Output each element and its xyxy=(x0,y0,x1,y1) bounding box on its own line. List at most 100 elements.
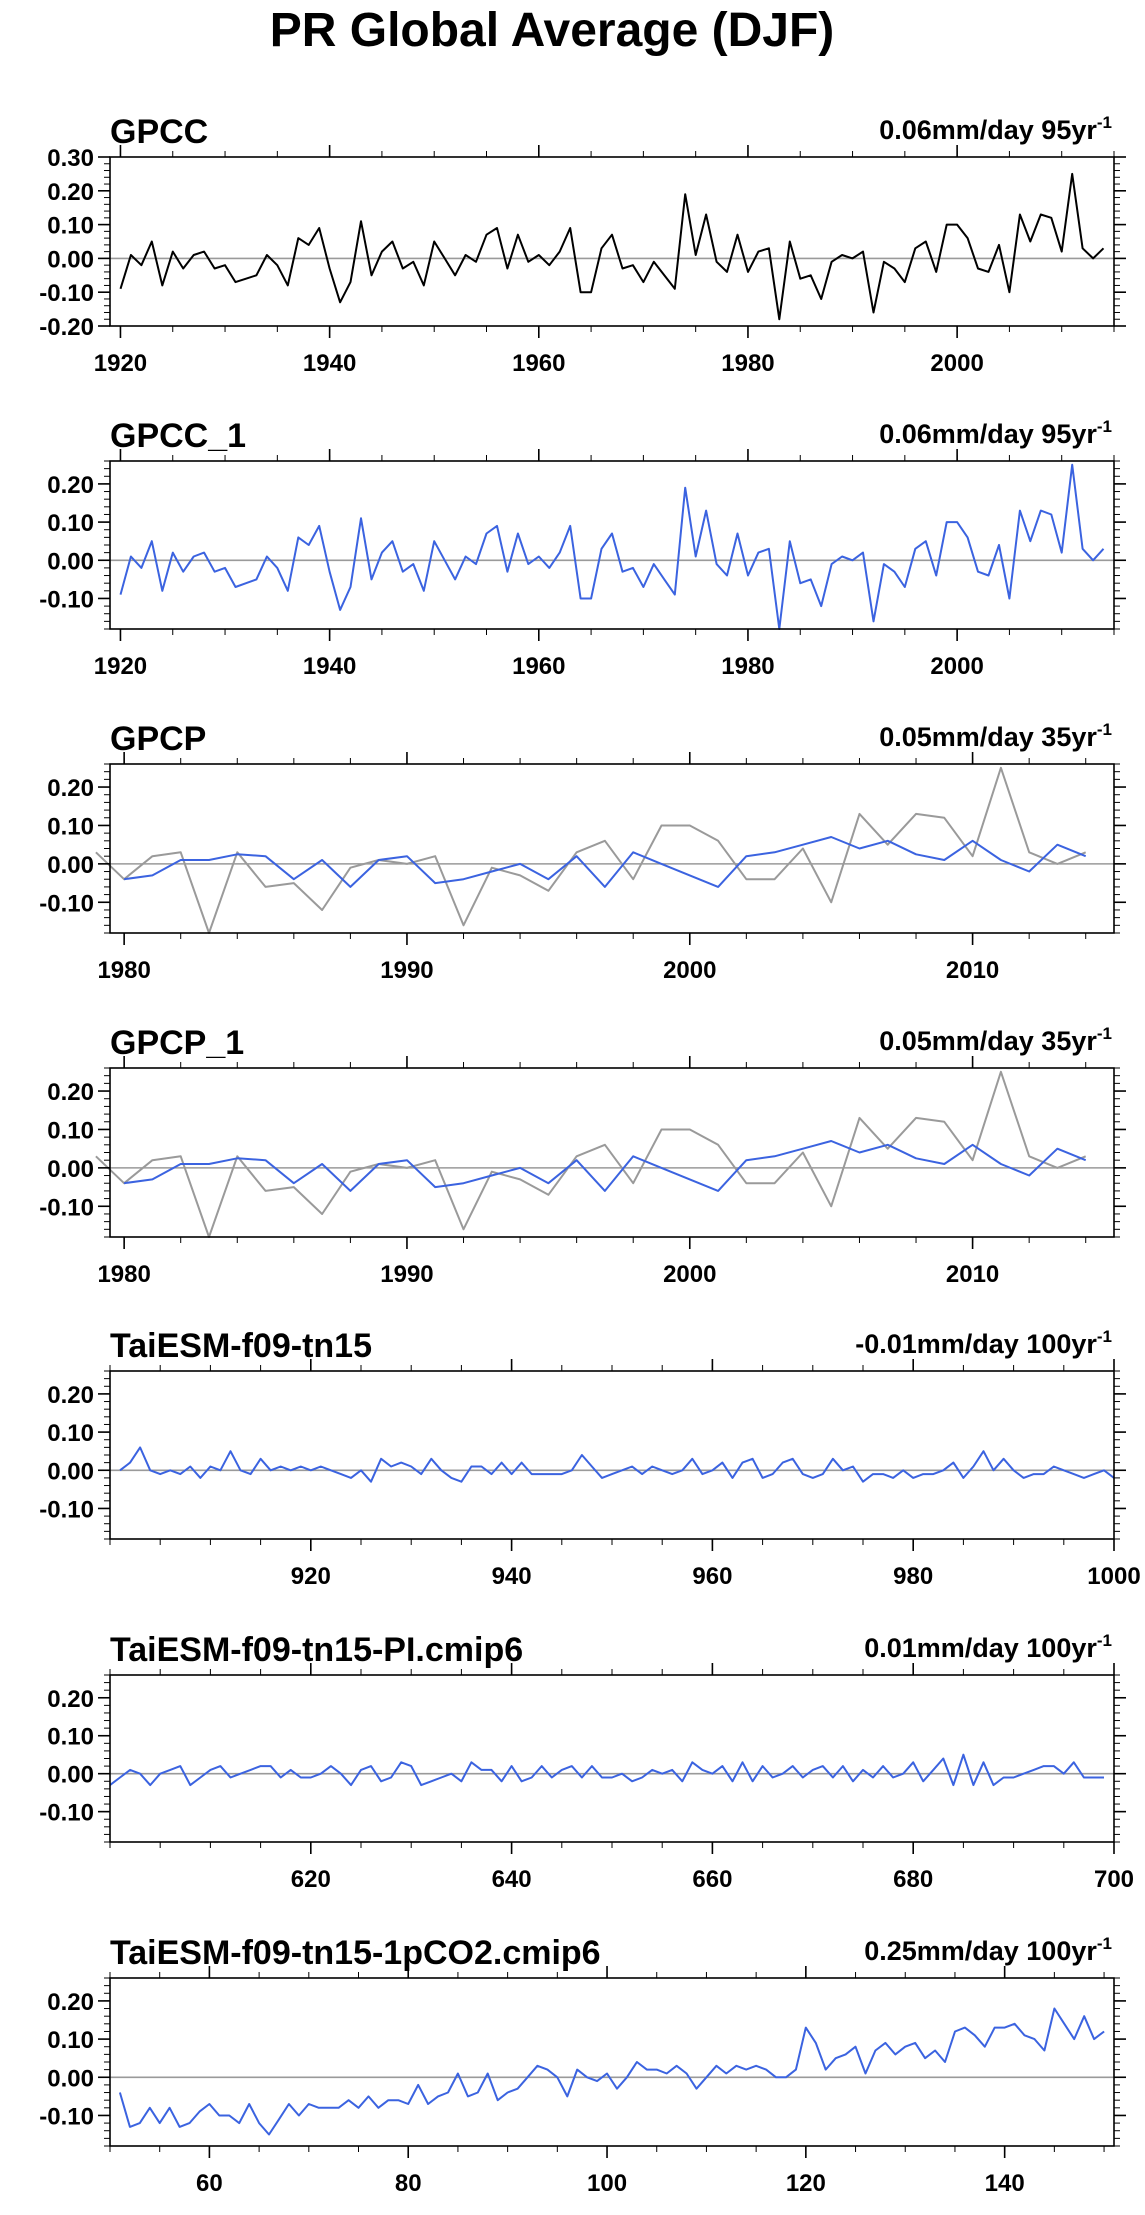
x-tick-label: 1980 xyxy=(97,1261,150,1288)
x-tick-label: 940 xyxy=(492,1563,532,1590)
y-tick-label: 0.20 xyxy=(47,775,94,802)
series-line-blue xyxy=(109,1753,1104,1787)
x-tick-label: 2000 xyxy=(663,957,716,984)
panel-3: GPCP 0.05mm/day 35yr-1 0.20 0.10 0.00 -0.10 19… xyxy=(39,720,1126,984)
x-tick-label: 660 xyxy=(692,1866,732,1893)
x-tick-label: 1920 xyxy=(94,350,147,377)
y-tick-label: 0.10 xyxy=(47,813,94,840)
plot-frame xyxy=(109,1370,1115,1540)
x-tick-label: 2010 xyxy=(946,957,999,984)
x-tick-label: 680 xyxy=(893,1866,933,1893)
series-line-blue xyxy=(119,463,1105,630)
trend-label: -0.01mm/day 100yr-1 xyxy=(855,1327,1112,1359)
panel-1: GPCC 0.06mm/day 95yr-1 0.30 0.20 0.10 0.00 -0.… xyxy=(39,113,1126,377)
trend-label: 0.25mm/day 100yr-1 xyxy=(864,1934,1112,1966)
y-tick-label: 0.00 xyxy=(47,2065,94,2092)
x-tick-label: 1980 xyxy=(97,957,150,984)
x-tick-label: 1000 xyxy=(1087,1563,1140,1590)
panel-title: GPCP xyxy=(110,720,206,758)
x-tick-label: 1980 xyxy=(721,350,774,377)
panel-title: GPCC_1 xyxy=(110,417,246,455)
panel-6: TaiESM-f09-tn15-PI.cmip6 0.01mm/day 100yr… xyxy=(39,1631,1134,1893)
x-tick-label: 640 xyxy=(492,1866,532,1893)
x-tick-label: 2000 xyxy=(930,653,983,680)
trend-label: 0.05mm/day 35yr-1 xyxy=(879,1024,1112,1056)
x-tick-label: 1920 xyxy=(94,653,147,680)
plot-frame xyxy=(109,156,1115,327)
y-tick-label: -0.10 xyxy=(39,1496,94,1523)
y-tick-label: 0.20 xyxy=(47,1382,94,1409)
x-tick-label: 2010 xyxy=(946,1261,999,1288)
y-tick-label: 0.10 xyxy=(47,510,94,537)
y-tick-label: 0.20 xyxy=(47,1686,94,1713)
trend-label: 0.01mm/day 100yr-1 xyxy=(864,1631,1112,1663)
x-tick-label: 100 xyxy=(587,2170,627,2197)
y-tick-label: -0.10 xyxy=(39,890,94,917)
y-tick-label: 0.20 xyxy=(47,179,94,206)
figure-title: PR Global Average (DJF) xyxy=(270,4,835,57)
y-tick-label: 0.30 xyxy=(47,145,94,172)
x-tick-label: 620 xyxy=(291,1866,331,1893)
panel-2: GPCC_1 0.06mm/day 95yr-1 0.20 0.10 0.00 -0.10… xyxy=(39,417,1126,680)
x-tick-label: 120 xyxy=(786,2170,826,2197)
y-tick-label: -0.10 xyxy=(39,586,94,613)
series-line-black xyxy=(119,172,1105,321)
trend-label: 0.06mm/day 95yr-1 xyxy=(879,113,1112,145)
x-tick-label: 700 xyxy=(1094,1866,1134,1893)
panel-5: TaiESM-f09-tn15 -0.01mm/day 100yr-1 0.20 0.… xyxy=(39,1327,1140,1590)
x-tick-label: 1990 xyxy=(380,957,433,984)
y-tick-label: 0.10 xyxy=(47,2027,94,2054)
y-tick-label: 0.00 xyxy=(47,852,94,879)
panel-4: GPCP_1 0.05mm/day 35yr-1 0.20 0.10 0.00 -0.10… xyxy=(39,1024,1126,1288)
panel-title: GPCP_1 xyxy=(110,1024,244,1062)
panel-title: TaiESM-f09-tn15-1pCO2.cmip6 xyxy=(110,1934,601,1972)
series-line-blue xyxy=(123,836,1087,888)
panel-title: GPCC xyxy=(110,113,208,151)
y-tick-label: 0.00 xyxy=(47,1762,94,1789)
y-tick-label: 0.00 xyxy=(47,548,94,575)
panel-7: TaiESM-f09-tn15-1pCO2.cmip6 0.25mm/day 10… xyxy=(39,1934,1126,2197)
x-tick-label: 920 xyxy=(291,1563,331,1590)
x-tick-label: 140 xyxy=(985,2170,1025,2197)
x-tick-label: 960 xyxy=(692,1563,732,1590)
y-tick-label: 0.10 xyxy=(47,1724,94,1751)
series-line-blue xyxy=(123,1140,1087,1192)
series-line-gray xyxy=(95,766,1087,934)
x-tick-label: 1960 xyxy=(512,653,565,680)
y-tick-label: -0.10 xyxy=(39,1194,94,1221)
plot-frame xyxy=(109,763,1115,934)
plot-frame xyxy=(109,460,1115,630)
series-line-blue xyxy=(119,1446,1115,1483)
y-tick-label: 0.00 xyxy=(47,1156,94,1183)
x-tick-label: 1940 xyxy=(303,653,356,680)
x-tick-label: 1940 xyxy=(303,350,356,377)
y-tick-label: 0.20 xyxy=(47,472,94,499)
panel-title: TaiESM-f09-tn15 xyxy=(110,1327,372,1365)
y-tick-label: -0.20 xyxy=(39,314,94,341)
series-line-gray xyxy=(95,1070,1087,1238)
panel-title: TaiESM-f09-tn15-PI.cmip6 xyxy=(110,1631,523,1669)
plot-frame xyxy=(109,1067,1115,1238)
y-tick-label: -0.10 xyxy=(39,280,94,307)
y-tick-label: 0.10 xyxy=(47,1420,94,1447)
y-tick-label: 0.10 xyxy=(47,213,94,240)
plot-frame xyxy=(109,1977,1115,2147)
y-tick-label: 0.20 xyxy=(47,1989,94,2016)
y-tick-label: 0.20 xyxy=(47,1079,94,1106)
x-tick-label: 60 xyxy=(196,2170,223,2197)
x-tick-label: 2000 xyxy=(663,1261,716,1288)
series-line-blue xyxy=(118,2007,1105,2136)
y-tick-label: 0.10 xyxy=(47,1117,94,1144)
x-tick-label: 980 xyxy=(893,1563,933,1590)
trend-label: 0.06mm/day 95yr-1 xyxy=(879,417,1112,449)
plot-frame xyxy=(109,1674,1115,1843)
y-tick-label: 0.00 xyxy=(47,1458,94,1485)
x-tick-label: 80 xyxy=(395,2170,422,2197)
trend-label: 0.05mm/day 35yr-1 xyxy=(879,720,1112,752)
x-tick-label: 1990 xyxy=(380,1261,433,1288)
x-tick-label: 1980 xyxy=(721,653,774,680)
x-tick-label: 2000 xyxy=(930,350,983,377)
y-tick-label: -0.10 xyxy=(39,1800,94,1827)
x-tick-label: 1960 xyxy=(512,350,565,377)
